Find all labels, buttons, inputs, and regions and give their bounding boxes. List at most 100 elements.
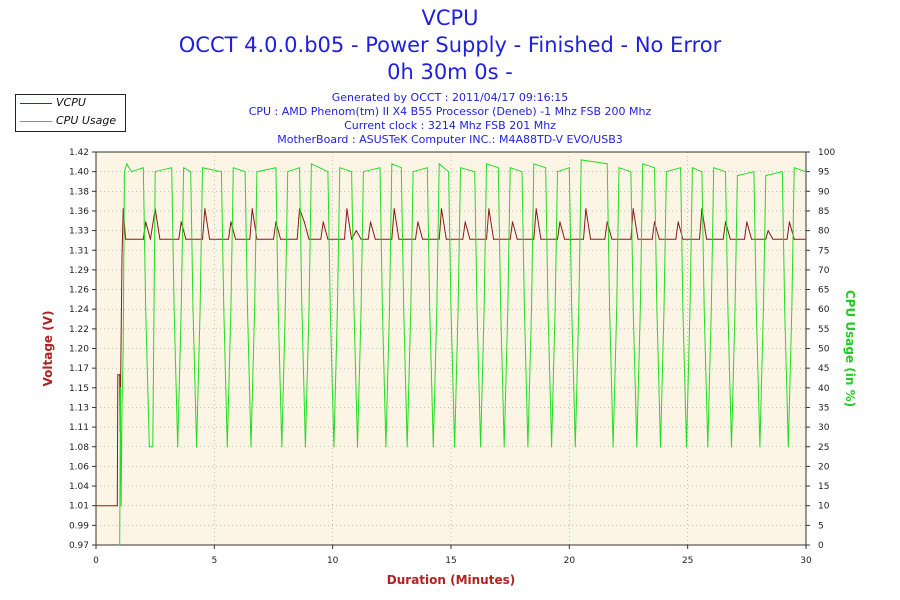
data-point-cpu-usage	[765, 175, 767, 177]
data-point-cpu-usage	[580, 159, 582, 161]
data-point-cpu-usage	[173, 308, 175, 310]
x-tick-label: 5	[211, 556, 217, 566]
data-point-cpu-usage	[190, 171, 192, 173]
data-point-vcpu	[564, 238, 566, 240]
data-point-cpu-usage	[304, 446, 306, 448]
data-point-vcpu	[344, 238, 345, 240]
data-point-cpu-usage	[480, 446, 482, 448]
data-point-vcpu	[119, 374, 121, 376]
data-point-vcpu	[351, 238, 353, 240]
data-point-cpu-usage	[533, 163, 535, 165]
data-point-cpu-usage	[154, 171, 156, 173]
data-point-vcpu	[235, 238, 237, 240]
data-point-cpu-usage	[755, 308, 757, 310]
data-point-cpu-usage	[725, 171, 726, 173]
y2-tick-label: 100	[818, 148, 835, 158]
data-point-cpu-usage	[333, 446, 335, 448]
data-point-cpu-usage	[436, 308, 438, 310]
data-point-cpu-usage	[391, 163, 393, 165]
data-point-vcpu	[722, 238, 724, 240]
y-tick-label: 1.24	[69, 305, 89, 315]
data-point-cpu-usage	[509, 167, 511, 169]
data-point-vcpu	[142, 238, 144, 240]
data-point-vcpu	[805, 238, 807, 240]
data-point-vcpu	[486, 238, 487, 240]
y2-tick-label: 65	[818, 286, 829, 296]
data-point-vcpu	[360, 238, 362, 240]
data-point-cpu-usage	[381, 308, 383, 310]
data-point-cpu-usage	[353, 308, 355, 310]
data-point-cpu-usage	[500, 308, 502, 310]
data-point-vcpu	[493, 238, 495, 240]
data-point-cpu-usage	[123, 171, 125, 173]
data-point-cpu-usage	[339, 167, 341, 169]
legend-item-vcpu: VCPU	[16, 95, 125, 111]
data-point-vcpu	[327, 238, 329, 240]
data-point-vcpu	[469, 238, 471, 240]
data-point-vcpu	[540, 238, 542, 240]
data-point-cpu-usage	[574, 446, 576, 448]
data-point-vcpu	[370, 221, 371, 223]
y-tick-label: 1.04	[69, 482, 89, 492]
data-point-vcpu	[117, 374, 119, 376]
data-point-vcpu	[209, 238, 211, 240]
data-point-cpu-usage	[122, 348, 124, 349]
data-point-cpu-usage	[636, 446, 638, 448]
data-point-vcpu	[273, 238, 274, 240]
data-point-cpu-usage	[476, 308, 478, 310]
y-tick-label: 0.97	[69, 541, 89, 551]
data-point-cpu-usage	[654, 167, 655, 169]
y2-tick-label: 0	[818, 541, 824, 551]
data-point-cpu-usage	[781, 171, 783, 173]
y-tick-label: 1.36	[69, 207, 89, 217]
data-point-vcpu	[699, 238, 700, 240]
data-point-cpu-usage	[483, 308, 485, 310]
data-point-vcpu	[251, 208, 253, 210]
y-tick-label: 1.26	[69, 286, 89, 296]
data-point-vcpu	[706, 238, 708, 240]
y-tick-label: 1.06	[69, 462, 89, 472]
data-point-vcpu	[417, 221, 419, 223]
data-point-vcpu	[149, 238, 151, 240]
data-point-cpu-usage	[689, 308, 691, 310]
y2-tick-label: 45	[818, 364, 829, 374]
data-point-cpu-usage	[379, 167, 381, 169]
data-point-cpu-usage	[432, 446, 434, 448]
data-point-cpu-usage	[784, 308, 786, 310]
data-point-vcpu	[303, 221, 305, 223]
data-point-cpu-usage	[630, 171, 632, 173]
data-point-cpu-usage	[793, 167, 795, 169]
data-point-cpu-usage	[121, 407, 123, 408]
data-point-vcpu	[322, 221, 324, 223]
data-point-cpu-usage	[448, 171, 450, 173]
data-point-cpu-usage	[429, 308, 431, 310]
data-point-cpu-usage	[199, 308, 201, 310]
data-point-vcpu	[512, 221, 513, 223]
data-point-vcpu	[127, 238, 129, 240]
data-point-cpu-usage	[301, 308, 303, 310]
y2-tick-label: 10	[818, 502, 830, 512]
y-tick-label: 1.22	[69, 325, 89, 335]
series-group	[95, 159, 807, 546]
legend-swatch-vcpu	[20, 103, 52, 104]
data-point-cpu-usage	[663, 308, 665, 310]
data-point-cpu-usage	[762, 308, 764, 310]
data-point-cpu-usage	[531, 308, 532, 310]
data-point-vcpu	[185, 238, 187, 240]
data-point-vcpu	[509, 238, 511, 240]
data-point-cpu-usage	[196, 446, 198, 448]
data-point-cpu-usage	[457, 308, 459, 310]
data-point-cpu-usage	[226, 446, 228, 448]
data-point-vcpu	[772, 238, 774, 240]
y-tick-label: 1.20	[69, 345, 89, 355]
data-point-vcpu	[464, 221, 466, 223]
y2-tick-label: 95	[818, 168, 829, 178]
data-point-cpu-usage	[438, 163, 440, 165]
data-point-cpu-usage	[152, 446, 154, 448]
data-point-cpu-usage	[791, 308, 793, 310]
data-point-vcpu	[275, 221, 277, 223]
data-point-vcpu	[516, 238, 518, 240]
data-point-cpu-usage	[639, 308, 641, 310]
data-point-cpu-usage	[310, 163, 312, 165]
